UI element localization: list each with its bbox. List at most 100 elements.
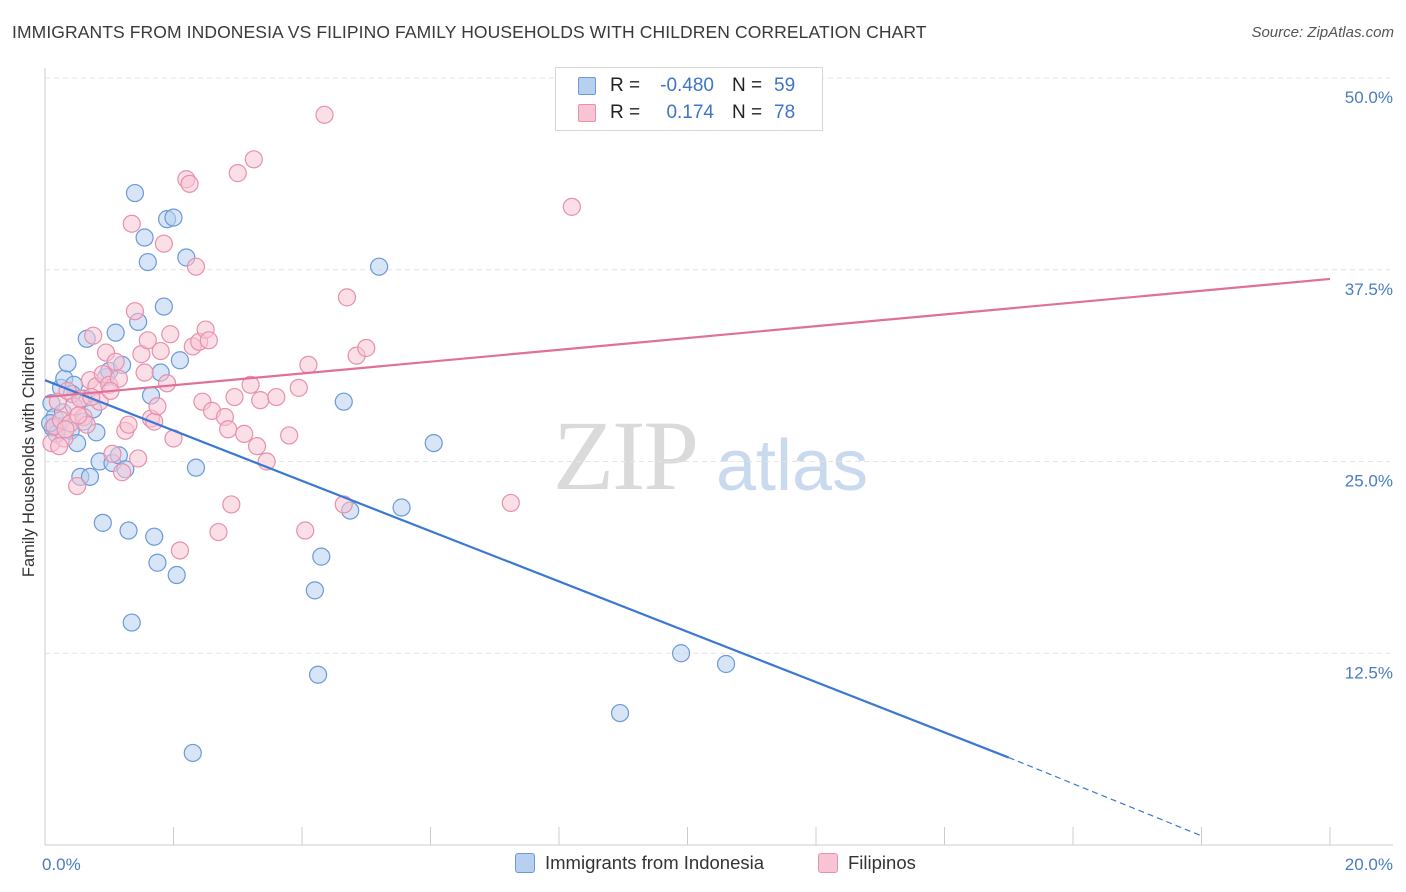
- point-indonesia: [80, 467, 100, 486]
- legend-n-value: 78: [774, 102, 796, 123]
- legend-r-label: R =: [610, 75, 641, 96]
- series-legend-filipinos[interactable]: Filipinos: [818, 852, 916, 874]
- legend-r-value: 0.174: [666, 102, 714, 123]
- series-swatch-pink: [818, 853, 838, 873]
- point-filipinos: [337, 288, 357, 307]
- point-filipinos: [50, 437, 69, 456]
- point-filipinos: [56, 420, 75, 439]
- legend-row-filipinos: R = 0.174 N = 78: [578, 101, 795, 125]
- point-indonesia: [186, 458, 206, 477]
- point-indonesia: [308, 665, 328, 684]
- point-indonesia: [305, 581, 324, 600]
- correlation-legend: R = -0.480 N = 59 R = 0.174 N = 78: [555, 67, 823, 131]
- point-indonesia: [610, 703, 630, 723]
- point-indonesia: [716, 654, 736, 674]
- point-filipinos: [186, 257, 206, 276]
- point-indonesia: [58, 354, 77, 373]
- point-indonesia: [93, 513, 112, 532]
- point-filipinos: [122, 214, 141, 233]
- y-tick-label: 25.0%: [1345, 472, 1393, 491]
- legend-swatch-pink: [578, 104, 596, 122]
- point-filipinos: [161, 325, 180, 344]
- point-filipinos: [241, 375, 260, 394]
- trend-line-indonesia-extrapolated: [1008, 757, 1202, 837]
- point-indonesia: [145, 527, 164, 546]
- point-indonesia: [671, 644, 691, 663]
- point-filipinos: [562, 197, 581, 216]
- point-filipinos: [289, 378, 308, 397]
- point-filipinos: [219, 420, 238, 439]
- point-filipinos: [235, 424, 254, 443]
- point-indonesia: [312, 547, 331, 566]
- point-filipinos: [119, 415, 138, 434]
- point-indonesia: [106, 323, 125, 342]
- point-filipinos: [103, 444, 122, 463]
- legend-n-label: N =: [732, 75, 763, 96]
- series-legend-indonesia[interactable]: Immigrants from Indonesia: [515, 852, 764, 874]
- y-tick-label: 50.0%: [1345, 88, 1393, 107]
- point-indonesia: [424, 433, 443, 453]
- point-filipinos: [135, 363, 154, 382]
- legend-r-label: R =: [610, 102, 641, 123]
- point-indonesia: [138, 252, 157, 272]
- point-filipinos: [244, 150, 263, 169]
- y-tick-label: 12.5%: [1345, 663, 1393, 682]
- point-indonesia: [370, 257, 389, 276]
- y-axis-label: Family Households with Children: [20, 337, 38, 577]
- point-filipinos: [501, 493, 520, 513]
- point-filipinos: [225, 387, 244, 407]
- point-indonesia: [167, 565, 186, 585]
- point-filipinos: [247, 437, 267, 456]
- point-filipinos: [151, 341, 170, 361]
- legend-swatch-blue: [578, 77, 596, 95]
- point-filipinos: [299, 355, 318, 374]
- point-indonesia: [122, 613, 141, 632]
- watermark-zip: ZIP: [553, 400, 699, 511]
- point-indonesia: [148, 553, 167, 572]
- point-indonesia: [392, 498, 411, 517]
- point-filipinos: [334, 495, 353, 514]
- point-indonesia: [170, 351, 190, 370]
- series-label-filipinos: Filipinos: [848, 852, 916, 873]
- legend-n-value: 59: [774, 75, 796, 96]
- point-filipinos: [357, 338, 376, 358]
- point-filipinos: [228, 164, 247, 183]
- point-filipinos: [138, 331, 157, 350]
- point-filipinos: [170, 541, 190, 560]
- point-filipinos: [112, 463, 132, 482]
- point-filipinos: [157, 374, 177, 393]
- watermark-atlas: atlas: [716, 426, 869, 506]
- point-indonesia: [125, 183, 145, 203]
- point-filipinos: [251, 391, 270, 410]
- point-filipinos: [68, 476, 87, 496]
- y-tick-label: 37.5%: [1345, 280, 1393, 299]
- point-indonesia: [135, 228, 154, 247]
- series-label-indonesia: Immigrants from Indonesia: [545, 852, 765, 873]
- point-filipinos: [148, 397, 167, 416]
- point-filipinos: [315, 105, 334, 124]
- legend-n-label: N =: [732, 102, 763, 123]
- source-label: Source: ZipAtlas.com: [1251, 24, 1394, 41]
- point-filipinos: [106, 352, 125, 371]
- series-swatch-blue: [515, 853, 535, 873]
- point-filipinos: [69, 406, 88, 425]
- x-tick-label: 20.0%: [1345, 855, 1393, 874]
- point-filipinos: [129, 449, 148, 468]
- point-indonesia: [119, 521, 138, 540]
- trend-line-filipinos: [44, 277, 1331, 399]
- series-legend: Immigrants from Indonesia Filipinos: [0, 852, 1406, 876]
- point-indonesia: [183, 743, 202, 763]
- point-filipinos: [267, 387, 286, 407]
- point-filipinos: [199, 331, 218, 350]
- point-filipinos: [154, 234, 173, 253]
- point-filipinos: [296, 521, 315, 540]
- chart-title: IMMIGRANTS FROM INDONESIA VS FILIPINO FA…: [12, 22, 927, 42]
- legend-r-value: -0.480: [660, 75, 714, 96]
- point-indonesia: [334, 392, 353, 411]
- trend-line-indonesia: [44, 379, 1010, 759]
- point-indonesia: [164, 208, 183, 227]
- point-filipinos: [209, 522, 228, 542]
- point-filipinos: [280, 426, 299, 445]
- x-tick-label: 0.0%: [42, 855, 81, 874]
